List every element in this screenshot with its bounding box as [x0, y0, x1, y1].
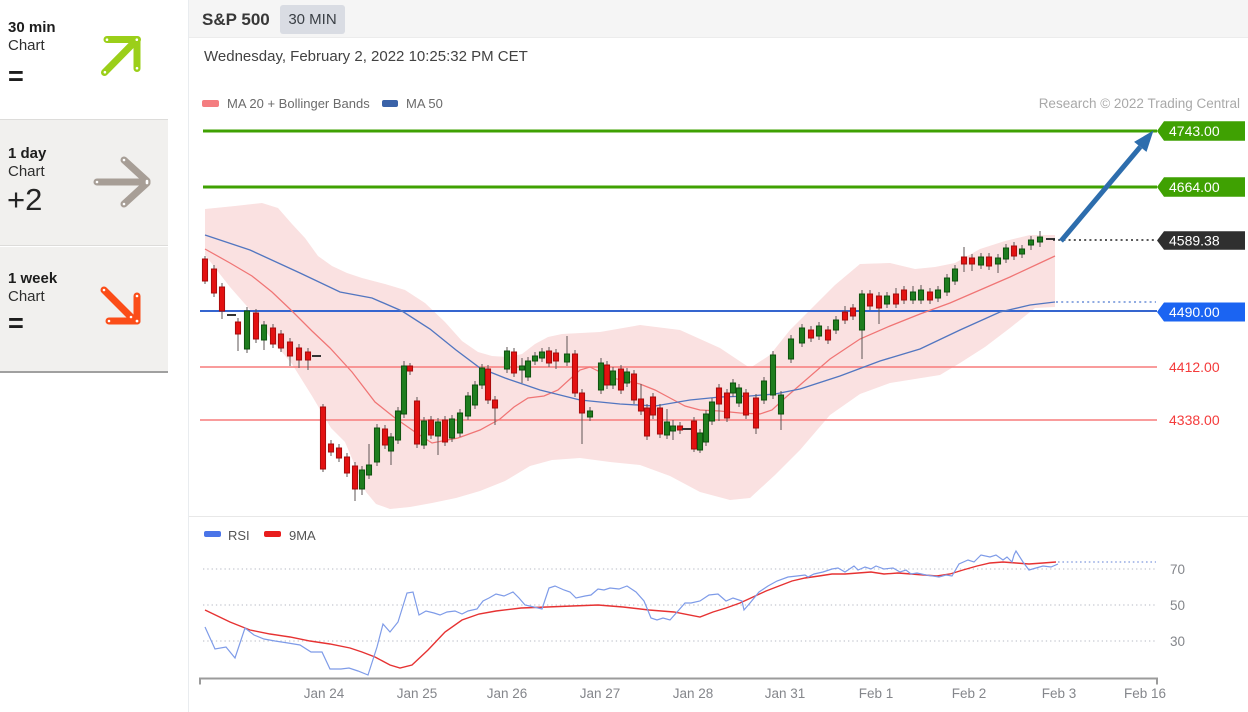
svg-text:4589.38: 4589.38	[1169, 232, 1220, 248]
svg-text:4743.00: 4743.00	[1169, 123, 1220, 139]
svg-text:4490.00: 4490.00	[1169, 304, 1220, 320]
svg-text:4412.00: 4412.00	[1169, 359, 1220, 375]
svg-text:4338.00: 4338.00	[1169, 412, 1220, 428]
svg-text:4664.00: 4664.00	[1169, 179, 1220, 195]
